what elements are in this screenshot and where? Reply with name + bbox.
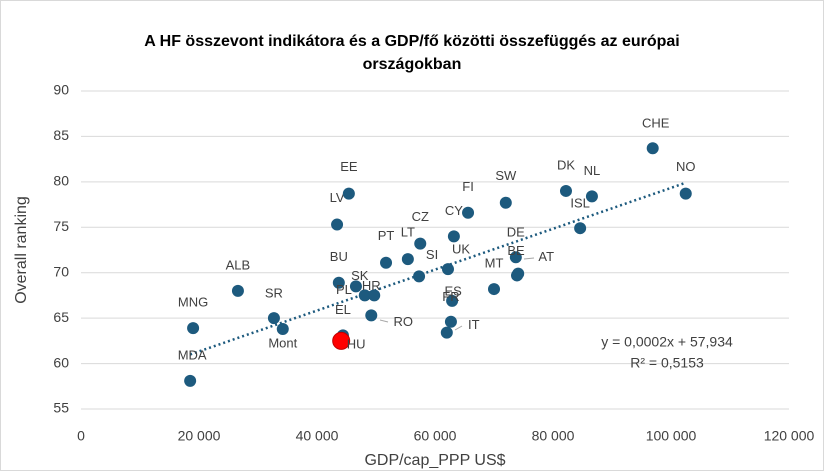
- point: [559, 184, 572, 197]
- point-label: NO: [676, 159, 696, 174]
- point: [679, 187, 692, 200]
- point: [585, 190, 598, 203]
- point: [276, 323, 289, 336]
- point: [440, 326, 453, 339]
- point: [413, 270, 426, 283]
- point: [446, 294, 459, 307]
- point: [574, 222, 587, 235]
- point-label: HU: [347, 336, 366, 351]
- point-label: Mont: [268, 335, 297, 350]
- point-label: ES: [444, 283, 462, 298]
- point-label: UK: [452, 242, 470, 257]
- x-tick-label: 60 000: [414, 428, 457, 444]
- y-tick-label: 65: [53, 309, 69, 325]
- point-label: BU: [330, 249, 348, 264]
- x-tick-label: 20 000: [178, 428, 221, 444]
- trend-equation: y = 0,0002x + 57,934: [601, 334, 733, 350]
- point-label: FR: [442, 289, 459, 304]
- point-label: MT: [485, 256, 504, 271]
- point: [332, 331, 351, 350]
- point-label: SW: [495, 168, 517, 183]
- point: [414, 237, 427, 250]
- point: [358, 289, 371, 302]
- y-tick-label: 70: [53, 263, 69, 279]
- point-label: RO: [394, 314, 414, 329]
- point: [365, 309, 378, 322]
- point-label: ISL: [570, 196, 590, 211]
- trend-r2: R² = 0,5153: [630, 355, 704, 371]
- point: [509, 251, 522, 264]
- point-label: IT: [468, 317, 480, 332]
- point-label: LV: [330, 190, 345, 205]
- x-tick-label: 120 000: [764, 428, 815, 444]
- point: [444, 315, 457, 328]
- x-tick-label: 100 000: [646, 428, 697, 444]
- y-axis-title: Overall ranking: [13, 196, 30, 304]
- point-label: EE: [340, 159, 358, 174]
- point-label: PL: [336, 282, 352, 297]
- point: [231, 284, 244, 297]
- x-tick-label: 0: [77, 428, 85, 444]
- point: [267, 312, 280, 325]
- point: [380, 256, 393, 269]
- point-label: CY: [445, 203, 463, 218]
- point-label: CZ: [412, 209, 429, 224]
- point: [332, 276, 345, 289]
- y-tick-label: 90: [53, 82, 69, 98]
- point-label: FI: [462, 179, 474, 194]
- point-label: EL: [335, 302, 351, 317]
- point-label: ALB: [226, 257, 251, 272]
- y-tick-label: 80: [53, 173, 69, 189]
- point-label: MDA: [178, 347, 207, 362]
- point: [187, 322, 200, 335]
- point-label: PT: [378, 228, 395, 243]
- chart-title: A HF összevont indikátora és a GDP/fő kö…: [144, 33, 680, 73]
- point: [462, 206, 475, 219]
- leader-line: [379, 319, 389, 323]
- point-label: AT: [538, 249, 554, 264]
- point-label: HR: [362, 278, 381, 293]
- y-tick-label: 55: [53, 400, 69, 416]
- point-label: DK: [557, 157, 575, 172]
- point: [184, 374, 197, 387]
- point: [488, 283, 500, 296]
- point: [499, 196, 512, 209]
- y-tick-label: 75: [53, 218, 69, 234]
- point: [512, 267, 525, 280]
- x-tick-label: 40 000: [296, 428, 339, 444]
- point: [447, 230, 460, 243]
- y-tick-label: 85: [53, 127, 69, 143]
- point-label: BE: [507, 243, 525, 258]
- point-label: SK: [351, 268, 369, 283]
- point: [401, 253, 414, 266]
- point: [441, 263, 454, 276]
- point: [646, 142, 659, 155]
- x-tick-label: 80 000: [532, 428, 575, 444]
- point-label: MNG: [178, 295, 208, 310]
- point-label: DE: [507, 225, 525, 240]
- leader-line: [454, 325, 463, 331]
- point: [331, 218, 344, 231]
- point: [349, 280, 362, 293]
- point-label: NL: [584, 163, 601, 178]
- y-tick-label: 60: [53, 354, 69, 370]
- point-label: CHE: [642, 116, 670, 131]
- point: [368, 289, 381, 302]
- point-label: SI: [426, 247, 438, 262]
- point: [342, 187, 355, 200]
- point-label: LT: [401, 225, 415, 240]
- trendline: [189, 181, 687, 356]
- x-axis-title: GDP/cap_PPP US$: [364, 452, 505, 469]
- point-label: SR: [265, 286, 283, 301]
- leader-line: [523, 257, 535, 260]
